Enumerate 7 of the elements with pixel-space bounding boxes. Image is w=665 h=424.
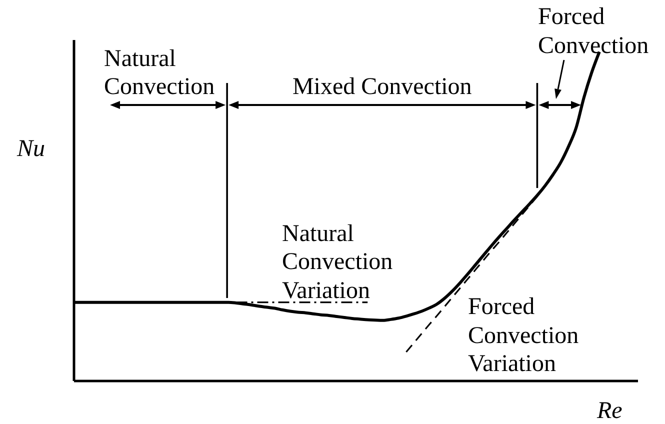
annotation: Natural Convection	[104, 46, 215, 100]
y-axis-title: Nu	[16, 136, 46, 162]
x-axis-title: Re	[596, 398, 623, 424]
annotation: Forced Convection	[538, 4, 649, 59]
series-label: Forced Convection Variation	[468, 294, 579, 377]
series-label: Natural Convection Variation	[282, 221, 393, 304]
annotation: Mixed Convection	[292, 74, 472, 100]
